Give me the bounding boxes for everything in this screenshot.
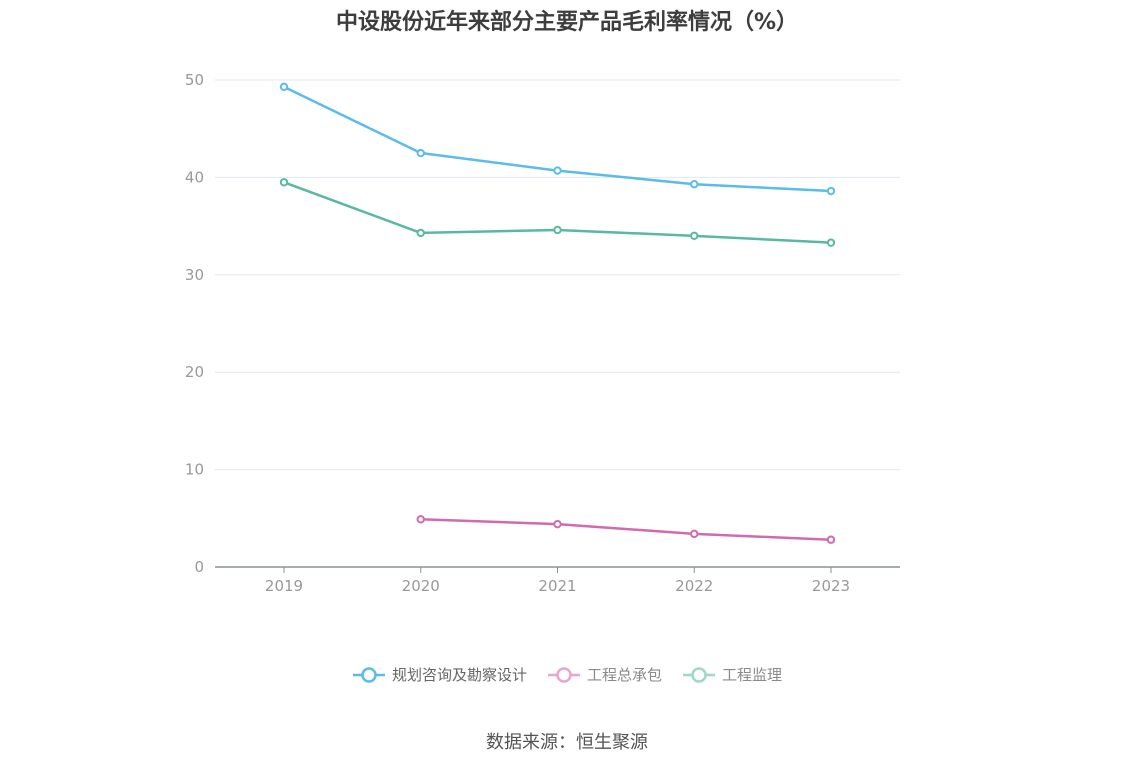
legend-marker-2: [683, 666, 715, 683]
legend-item-0[interactable]: 规划咨询及勘察设计: [352, 664, 527, 685]
legend-label-1: 工程总承包: [586, 666, 662, 684]
legend-marker-1: [547, 666, 580, 683]
legend-label-0: 规划咨询及勘察设计: [391, 666, 527, 684]
y-tick-label-5: 50: [185, 71, 204, 89]
series-2-point-2[interactable]: [553, 225, 562, 235]
series-0-point-4[interactable]: [826, 186, 836, 196]
legend-marker-0: [352, 666, 385, 683]
x-tick-label-3: 2022: [675, 577, 713, 595]
legend-item-1[interactable]: 工程总承包: [547, 664, 662, 685]
x-axis: 2019 2020 2021 2022 2023: [215, 566, 900, 595]
series-line-0: [283, 85, 832, 193]
series-2-point-3[interactable]: [690, 231, 699, 241]
legend-item-2[interactable]: 工程监理: [682, 664, 782, 685]
grid-lines: [215, 79, 900, 471]
series-1-point-2[interactable]: [553, 519, 562, 529]
x-tick-label-2: 2021: [538, 577, 576, 595]
series-0-point-3[interactable]: [690, 180, 699, 189]
series-2-point-0[interactable]: [279, 178, 289, 187]
y-tick-label-1: 10: [185, 461, 204, 479]
y-axis: 0 10 20 30 40 50: [185, 71, 204, 576]
y-tick-label-0: 0: [194, 558, 204, 576]
chart-title: 中设股份近年来部分主要产品毛利率情况（%）: [335, 10, 799, 35]
y-tick-label-4: 40: [185, 168, 204, 186]
legend: 规划咨询及勘察设计 工程总承包 工程监理: [0, 664, 1134, 685]
series-1-point-3[interactable]: [690, 529, 699, 539]
series-line-1: [420, 518, 832, 541]
series-2-point-4[interactable]: [826, 238, 836, 247]
series-1-point-4[interactable]: [826, 535, 836, 544]
x-tick-label-1: 2020: [402, 577, 440, 595]
series-0-point-0[interactable]: [279, 82, 289, 92]
y-tick-label-3: 30: [185, 266, 204, 284]
legend-label-2: 工程监理: [722, 666, 783, 684]
series-0-point-2[interactable]: [553, 166, 562, 175]
x-tick-label-0: 2019: [265, 577, 303, 595]
series-0-point-1[interactable]: [416, 148, 425, 158]
series-group: [279, 82, 836, 544]
line-chart: 0 10 20 30 40 50 2019 2020 2021 2022 2023: [185, 71, 900, 595]
series-1-point-1[interactable]: [416, 515, 425, 524]
x-tick-label-4: 2023: [812, 577, 850, 595]
source-note: 数据来源：恒生聚源: [486, 732, 648, 753]
y-tick-label-2: 20: [185, 363, 204, 381]
series-2-point-1[interactable]: [416, 228, 425, 238]
